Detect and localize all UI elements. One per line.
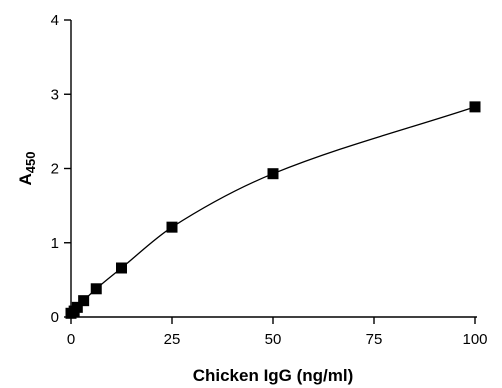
data-point [71, 301, 83, 313]
data-point [267, 168, 279, 180]
tick-labels: 0 25 50 75 100 0 1 2 3 4 [51, 12, 488, 348]
x-axis-title: Chicken IgG (ng/ml) [193, 366, 354, 385]
y-tick-label: 4 [51, 12, 59, 29]
axes [64, 19, 477, 324]
y-tick-label: 1 [51, 235, 59, 252]
y-axis-title: A450 [16, 152, 38, 186]
data-points [65, 101, 481, 319]
data-point [166, 221, 178, 233]
y-axis-title-subscript: 450 [23, 152, 38, 174]
data-point [116, 262, 127, 274]
x-tick-label: 50 [265, 331, 282, 348]
fit-curve-group [70, 106, 476, 314]
fit-curve [70, 106, 476, 314]
y-tick-label: 2 [51, 161, 59, 178]
y-axis-title-main: A [16, 173, 35, 185]
x-tick-label: 75 [366, 331, 383, 348]
y-tick-label: 0 [51, 309, 59, 326]
x-tick-label: 25 [164, 331, 181, 348]
data-point [78, 295, 90, 307]
x-tick-label: 0 [67, 331, 75, 348]
y-tick-label: 3 [51, 86, 59, 103]
data-point [469, 101, 481, 113]
data-point [90, 283, 102, 295]
x-tick-label: 100 [462, 331, 487, 348]
